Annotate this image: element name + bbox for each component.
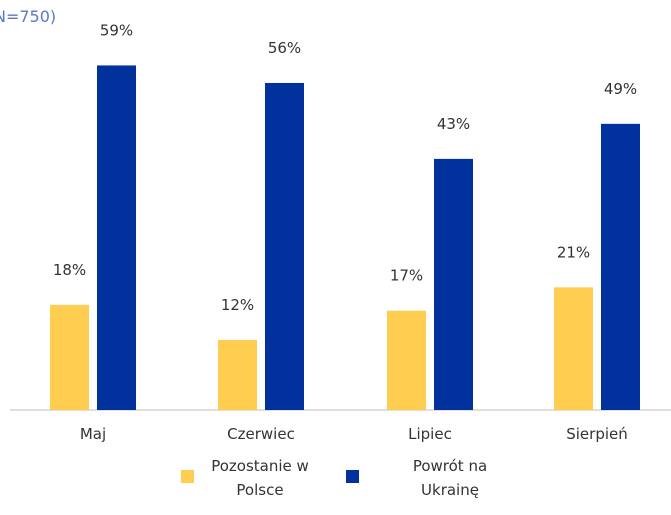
bar-pozostanie-0 [50,304,89,410]
data-label-pozostanie-2: 17% [390,267,423,285]
legend-item-powrot [346,470,359,483]
data-label-pozostanie-1: 12% [221,296,254,314]
bar-pozostanie-3 [554,287,593,410]
data-label-pozostanie-3: 21% [557,243,590,261]
bar-pozostanie-1 [218,339,257,410]
legend-label-pozostanie: Pozostanie w Polsce [211,457,309,499]
data-label-powrot-2: 43% [437,115,470,133]
bar-powrot-1 [265,82,304,411]
bar-pozostanie-2 [387,310,426,410]
data-label-powrot-1: 56% [268,39,301,57]
x-tick-label-1: Czerwiec [227,425,295,443]
x-tick-label-3: Sierpień [566,425,628,443]
legend-swatch-powrot [346,470,359,483]
x-tick-label-2: Lipiec [408,425,452,443]
legend-label-powrot: Powrót na Ukrainę [412,457,488,499]
data-label-powrot-3: 49% [604,80,637,98]
x-tick-label-0: Maj [80,425,106,443]
bar-powrot-2 [434,158,473,410]
bar-powrot-3 [601,123,640,410]
data-label-powrot-0: 59% [100,21,133,39]
sample-size-note: N=750) [0,7,57,26]
bar-powrot-0 [97,65,136,410]
legend-item-pozostanie [181,470,194,483]
legend-swatch-pozostanie [181,470,194,483]
data-label-pozostanie-0: 18% [53,261,86,279]
